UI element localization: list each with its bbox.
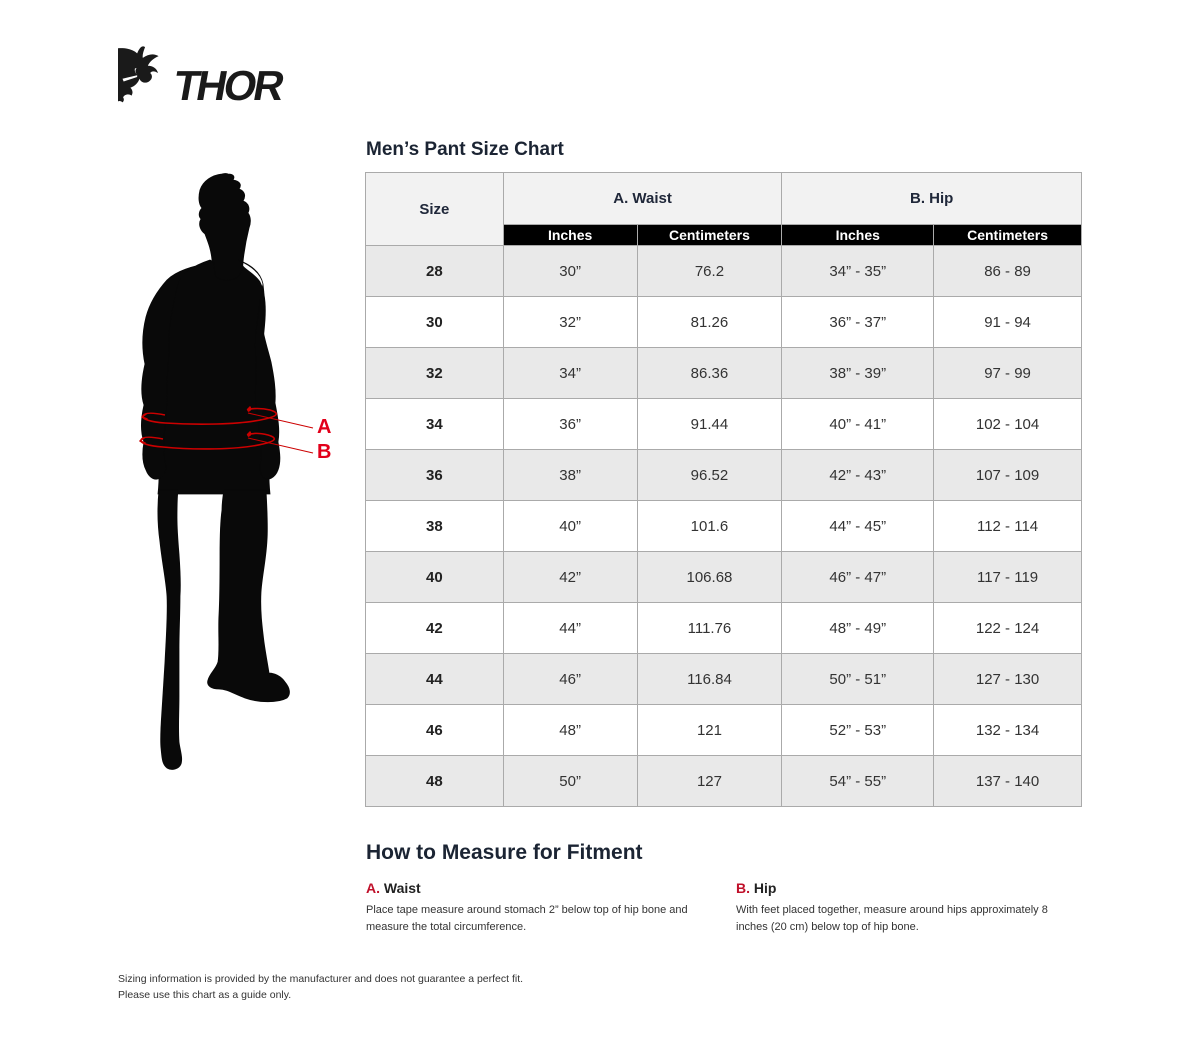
svg-text:B: B [317, 441, 331, 463]
svg-text:A: A [317, 416, 331, 438]
